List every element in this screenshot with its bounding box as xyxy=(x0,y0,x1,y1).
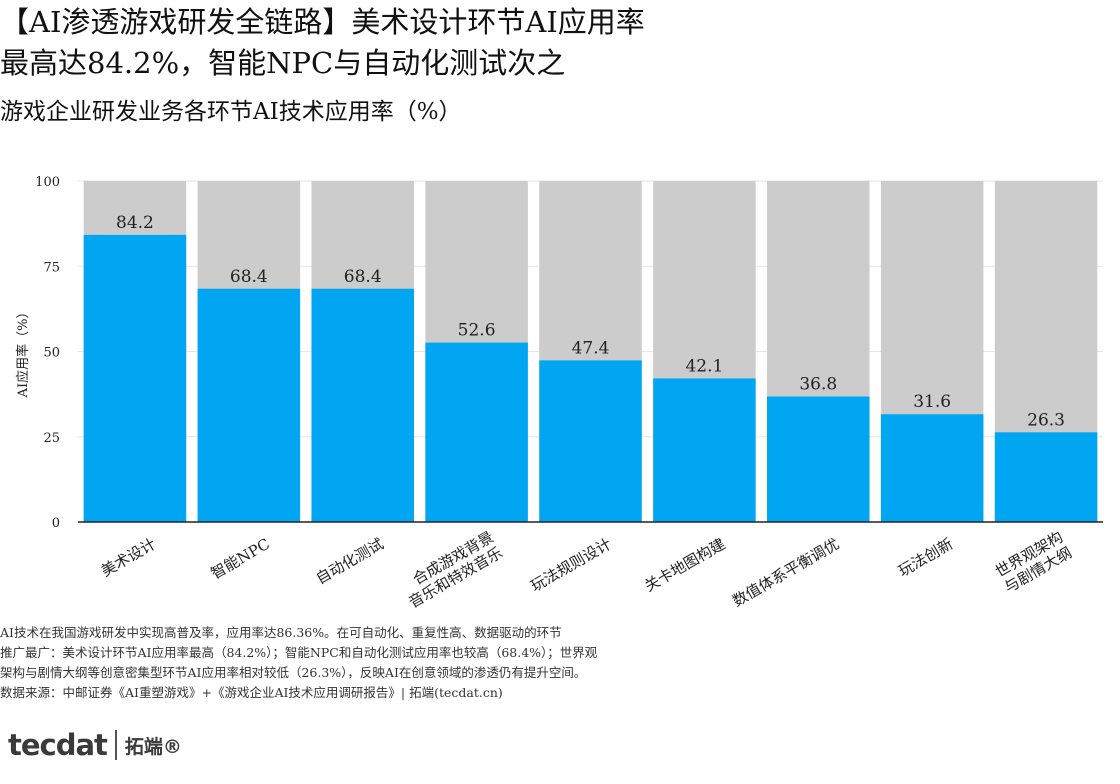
logo-divider xyxy=(114,730,117,760)
x-tick-label: 关卡地图构建 xyxy=(641,535,728,596)
y-tick-label: 75 xyxy=(43,260,60,275)
notes-block: AI技术在我国游戏研发中实现高普及率，应用率达86.36%。在可自动化、重复性高… xyxy=(0,623,597,703)
x-tick-label-line: 美术设计 xyxy=(98,535,159,581)
note-line: 架构与剧情大纲等创意密集型环节AI应用率相对较低（26.3%），反映AI在创意领… xyxy=(0,665,587,680)
y-tick-label: 25 xyxy=(43,431,60,446)
value-label: 36.8 xyxy=(799,375,837,395)
y-tick-label: 50 xyxy=(43,346,60,361)
value-bar xyxy=(539,360,642,522)
value-bar xyxy=(994,432,1098,522)
value-label: 68.4 xyxy=(344,267,382,287)
y-tick-label: 0 xyxy=(52,516,60,531)
source-line: 数据来源：中邮证券《AI重塑游戏》+《游戏企业AI技术应用调研报告》| 拓端(t… xyxy=(0,685,503,700)
x-tick-label: 智能NPC xyxy=(208,535,273,583)
chart-subtitle: 游戏企业研发业务各环节AI技术应用率（%） xyxy=(0,99,462,125)
x-tick-label-line: 关卡地图构建 xyxy=(641,535,728,596)
value-bar xyxy=(767,396,870,522)
logo-cn: 拓端® xyxy=(124,735,182,758)
x-tick-label-line: 智能NPC xyxy=(208,535,273,583)
value-bar xyxy=(880,414,984,522)
title-line-2: 最高达84.2%，智能NPC与自动化测试次之 xyxy=(0,46,566,80)
value-label: 42.1 xyxy=(685,356,723,376)
tecdat-logo: tecdat 拓端® xyxy=(8,728,182,762)
x-tick-label: 玩法规则设计 xyxy=(528,535,615,596)
value-label: 26.3 xyxy=(1027,410,1065,430)
chart-title: 【AI渗透游戏研发全链路】美术设计环节AI应用率 最高达84.2%，智能NPC与… xyxy=(0,2,645,84)
x-tick-label: 世界观架构与剧情大纲 xyxy=(992,528,1075,597)
value-label: 52.6 xyxy=(458,321,496,341)
value-label: 84.2 xyxy=(116,213,154,233)
y-axis-title: AI应用率（%） xyxy=(15,306,31,399)
value-bar xyxy=(83,234,187,522)
x-tick-label: 美术设计 xyxy=(98,535,159,581)
x-tick-label-line: 玩法规则设计 xyxy=(528,535,615,596)
logo-mark: tecdat xyxy=(8,728,108,762)
title-line-1: 【AI渗透游戏研发全链路】美术设计环节AI应用率 xyxy=(0,5,645,39)
value-label: 31.6 xyxy=(913,392,951,412)
x-tick-label-line: 玩法创新 xyxy=(895,535,956,581)
note-line: 推广最广：美术设计环节AI应用率最高（84.2%）；智能NPC和自动化测试应用率… xyxy=(0,645,598,660)
value-label: 68.4 xyxy=(230,267,268,287)
note-line: AI技术在我国游戏研发中实现高普及率，应用率达86.36%。在可自动化、重复性高… xyxy=(0,625,562,640)
y-tick-label: 100 xyxy=(35,175,60,190)
value-bar xyxy=(311,288,414,522)
x-tick-label: 玩法创新 xyxy=(895,535,956,581)
value-bar xyxy=(197,288,301,522)
x-tick-label-line: 自动化测试 xyxy=(313,535,387,588)
value-label: 47.4 xyxy=(572,338,610,358)
x-tick-label: 合成游戏背景音乐和特效音乐 xyxy=(397,528,506,612)
bar-chart: 0 25 50 75 100 AI应用率（%） 84.2 美术设计 68.4 智能NPC 68.4 自… xyxy=(15,175,1103,612)
x-tick-label-line: 数值体系平衡调优 xyxy=(729,535,842,611)
x-tick-label: 自动化测试 xyxy=(313,535,387,588)
value-bar xyxy=(425,342,528,522)
x-tick-label: 数值体系平衡调优 xyxy=(729,535,842,611)
value-bar xyxy=(653,378,756,522)
